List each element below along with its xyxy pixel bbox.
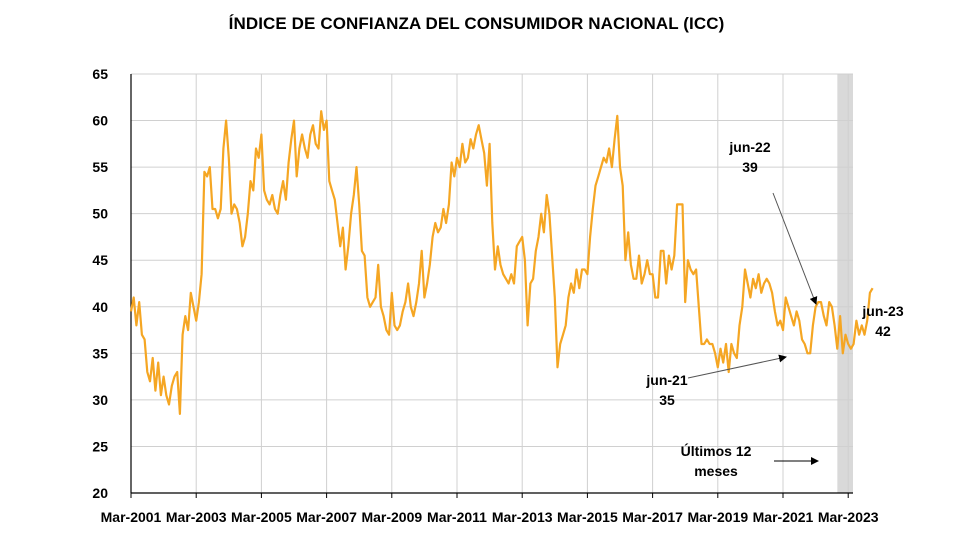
- x-tick-label: Mar-2011: [427, 509, 487, 525]
- annotation-jun-22-arrow: [772, 192, 818, 305]
- chart-title: ÍNDICE DE CONFIANZA DEL CONSUMIDOR NACIO…: [228, 14, 725, 33]
- annotation-jun-21-label: 35: [659, 392, 675, 408]
- y-tick-label: 40: [92, 299, 108, 315]
- y-tick-label: 20: [92, 485, 108, 501]
- annotation-last-12-months-label: meses: [694, 463, 738, 479]
- x-tick-label: Mar-2021: [753, 509, 814, 525]
- annotation-jun-23-label: jun-23: [861, 303, 903, 319]
- y-tick-label: 60: [92, 113, 108, 129]
- annotation-last-12-months-label: Últimos 12: [681, 442, 752, 459]
- x-tick-label: Mar-2019: [687, 509, 748, 525]
- y-tick-label: 65: [92, 66, 108, 82]
- x-tick-label: Mar-2009: [361, 509, 422, 525]
- y-tick-label: 35: [92, 345, 108, 361]
- annotations: jun-22 39 jun-21 35 jun-23 42 Últimos 12 meses: [645, 139, 903, 479]
- x-tick-label: Mar-2003: [166, 509, 227, 525]
- annotation-jun-23-label: 42: [875, 323, 891, 339]
- x-tick-label: Mar-2015: [557, 509, 618, 525]
- x-tick-label: Mar-2013: [492, 509, 553, 525]
- annotation-jun-21-label: jun-21: [645, 372, 687, 388]
- annotation-jun-21-arrow: [687, 354, 787, 379]
- y-tick-label: 45: [92, 252, 108, 268]
- x-tick-label: Mar-2023: [818, 509, 879, 525]
- y-tick-label: 25: [92, 438, 108, 454]
- annotation-jun-22-label: 39: [742, 159, 758, 175]
- shaded-last-12-months: [837, 74, 853, 493]
- series-line: [129, 110, 874, 415]
- shaded-region: [837, 74, 853, 493]
- x-tick-label: Mar-2007: [296, 509, 357, 525]
- x-tick-label: Mar-2005: [231, 509, 292, 525]
- y-tick-label: 30: [92, 392, 108, 408]
- y-tick-label: 55: [92, 159, 108, 175]
- x-tick-label: Mar-2001: [101, 509, 162, 525]
- x-tick-label: Mar-2017: [622, 509, 683, 525]
- series-line-icc: [129, 110, 874, 415]
- annotation-jun-22-label: jun-22: [728, 139, 770, 155]
- y-tick-label: 50: [92, 206, 108, 222]
